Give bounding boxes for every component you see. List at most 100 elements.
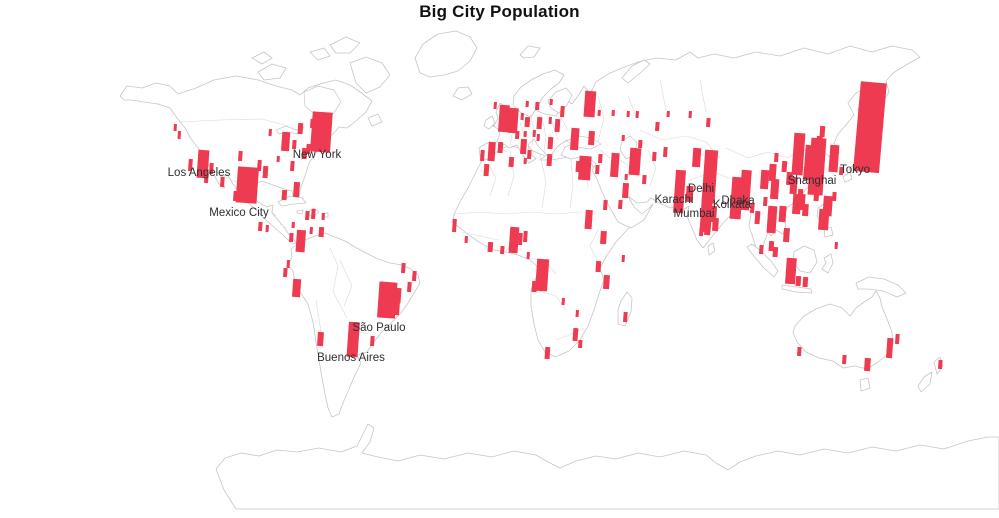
bar-harbin[interactable] — [819, 125, 826, 138]
bar-pune[interactable] — [699, 227, 704, 237]
bar-manchester[interactable] — [493, 101, 497, 110]
bar-san-salvador[interactable] — [265, 224, 269, 233]
bar-toronto[interactable] — [297, 122, 304, 135]
bar-santiago[interactable] — [317, 331, 324, 347]
bar-seoul[interactable] — [828, 144, 840, 173]
bar-lahore[interactable] — [692, 147, 702, 168]
bar-guatemala-city[interactable] — [258, 221, 263, 232]
bar-atlanta[interactable] — [290, 160, 295, 172]
bar-paris[interactable] — [507, 107, 519, 134]
bar-stockholm[interactable] — [535, 101, 540, 111]
bar-budapest[interactable] — [536, 133, 540, 142]
bar-osaka[interactable] — [822, 195, 833, 217]
bar-guayaquil[interactable] — [283, 267, 288, 278]
bar-houston[interactable] — [262, 165, 269, 179]
bar-warsaw[interactable] — [536, 116, 543, 130]
bar-tunis[interactable] — [523, 157, 527, 165]
bar-chicago[interactable] — [281, 131, 291, 152]
bar-antananarivo[interactable] — [623, 311, 628, 323]
bar-tehran[interactable] — [628, 147, 642, 176]
bar-sydney[interactable] — [886, 337, 894, 359]
bar-s-o-paulo[interactable] — [377, 281, 398, 319]
bar-ho-chi-minh-city[interactable] — [783, 227, 790, 243]
bar-delhi[interactable] — [701, 149, 719, 204]
bar-oslo[interactable] — [525, 100, 529, 108]
bar-cape-town[interactable] — [544, 346, 551, 360]
bar-algiers[interactable] — [508, 156, 515, 168]
bar-bogot[interactable] — [295, 229, 307, 253]
bar-baghdad[interactable] — [610, 152, 620, 178]
bar-novosibirsk[interactable] — [688, 110, 692, 119]
bar-accra[interactable] — [500, 245, 505, 255]
bar-baku[interactable] — [638, 139, 643, 149]
bar-nagoya[interactable] — [832, 191, 837, 202]
bar-kano[interactable] — [523, 230, 528, 243]
bar-kuala-lumpur[interactable] — [768, 240, 775, 252]
bar-fortaleza[interactable] — [401, 262, 406, 274]
bar-santo-domingo[interactable] — [311, 208, 316, 220]
bar-st-petersburg[interactable] — [560, 105, 565, 118]
bar-ahmedabad[interactable] — [685, 185, 694, 203]
bar-moscow[interactable] — [583, 90, 597, 118]
bar-san-juan[interactable] — [321, 212, 325, 221]
bar-las-vegas[interactable] — [209, 162, 214, 175]
bar-mogadishu[interactable] — [621, 254, 625, 263]
bar-sana-a[interactable] — [618, 199, 623, 210]
bar-port-au-prince[interactable] — [305, 210, 310, 221]
bar-chengdu[interactable] — [760, 169, 770, 190]
bar-durban[interactable] — [578, 339, 583, 349]
bar-tianjin[interactable] — [804, 144, 814, 171]
bar-hamburg[interactable] — [520, 112, 524, 121]
bar-milan[interactable] — [515, 130, 520, 140]
bar-berlin[interactable] — [524, 116, 531, 128]
bar-kuwait-city[interactable] — [624, 173, 628, 181]
bar-omsk[interactable] — [666, 110, 670, 118]
bar-montreal[interactable] — [310, 118, 315, 129]
bar-porto-alegre[interactable] — [370, 335, 375, 347]
bar-chittagong[interactable] — [750, 202, 755, 214]
bar-tbilisi[interactable] — [621, 134, 625, 142]
bar-mashhad[interactable] — [652, 151, 657, 162]
bar-bangalore[interactable] — [704, 221, 711, 236]
bar-conakry[interactable] — [464, 235, 468, 244]
bar-busan[interactable] — [839, 166, 844, 176]
bar-lanzhou[interactable] — [774, 152, 779, 163]
bar-khartoum[interactable] — [584, 209, 593, 230]
bar-lusaka[interactable] — [561, 297, 565, 306]
bar-ankara[interactable] — [588, 130, 595, 146]
bar-amsterdam[interactable] — [514, 114, 518, 123]
bar-istanbul[interactable] — [570, 127, 580, 151]
bar-munich[interactable] — [523, 130, 527, 138]
bar-jeddah[interactable] — [603, 199, 608, 211]
bar-adelaide[interactable] — [842, 354, 847, 365]
bar-mexico-city[interactable] — [235, 166, 259, 204]
bar-kiev[interactable] — [554, 118, 561, 133]
bar-hanoi[interactable] — [778, 205, 787, 223]
bar-melbourne[interactable] — [864, 357, 871, 372]
bar-nizhny-novgorod[interactable] — [597, 109, 601, 117]
bar-lima[interactable] — [292, 278, 302, 298]
bar-tel-aviv[interactable] — [595, 164, 600, 175]
bar-havana[interactable] — [281, 189, 288, 201]
bar-xi-an[interactable] — [768, 163, 777, 182]
bar-singapore[interactable] — [772, 246, 779, 258]
bar-vienna[interactable] — [532, 129, 536, 138]
bar-nairobi[interactable] — [595, 260, 602, 273]
bar-recife[interactable] — [412, 270, 417, 282]
bar-kazan[interactable] — [611, 109, 615, 117]
bar-medell-n[interactable] — [289, 232, 294, 243]
bar-st-louis[interactable] — [276, 155, 280, 163]
bar-wuhan[interactable] — [789, 176, 798, 195]
bar-abidjan[interactable] — [487, 241, 494, 253]
bar-addis-ababa[interactable] — [600, 230, 607, 245]
bar-urumqi[interactable] — [706, 117, 711, 128]
bar-dar-es-salaam[interactable] — [603, 274, 610, 290]
bar-surabaya[interactable] — [802, 276, 809, 288]
bar-medan[interactable] — [759, 244, 764, 255]
bar-yangon[interactable] — [754, 210, 761, 225]
bar-alexandria[interactable] — [575, 160, 582, 173]
bar-bandung[interactable] — [795, 275, 802, 287]
bar-barcelona[interactable] — [497, 141, 504, 154]
bar-karachi[interactable] — [673, 169, 686, 214]
bar-nanjing[interactable] — [803, 166, 810, 181]
